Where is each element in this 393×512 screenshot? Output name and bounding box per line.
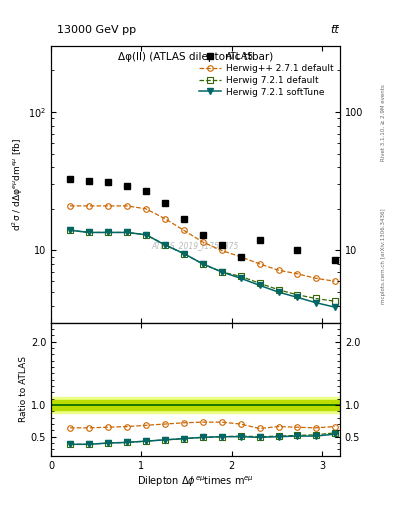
ATLAS (68, 176, 72, 182)
Herwig++ 2.7.1 default (238, 254, 243, 260)
Herwig 7.2.1 softTune (257, 282, 262, 288)
Herwig 7.2.1 softTune (332, 304, 337, 310)
Herwig 7.2.1 default (219, 269, 224, 275)
X-axis label: Dilepton $\Delta\phi^{e\mu}$times m$^{e\mu}$: Dilepton $\Delta\phi^{e\mu}$times m$^{e\… (137, 475, 254, 489)
Herwig++ 2.7.1 default (276, 267, 281, 273)
Herwig 7.2.1 default (313, 295, 318, 302)
ATLAS (200, 231, 205, 238)
Herwig 7.2.1 softTune (86, 229, 91, 236)
Herwig 7.2.1 default (276, 287, 281, 293)
ATLAS (125, 183, 129, 189)
Herwig 7.2.1 softTune (276, 289, 281, 295)
Text: Rivet 3.1.10, ≥ 2.9M events: Rivet 3.1.10, ≥ 2.9M events (381, 84, 386, 161)
Herwig 7.2.1 softTune (313, 300, 318, 306)
Line: Herwig 7.2.1 softTune: Herwig 7.2.1 softTune (67, 227, 337, 310)
Herwig 7.2.1 softTune (182, 250, 186, 257)
Y-axis label: d$^2$σ / dΔφ$^{e\mu}$dm$^{e\mu}$ [fb]: d$^2$σ / dΔφ$^{e\mu}$dm$^{e\mu}$ [fb] (11, 138, 26, 231)
Herwig++ 2.7.1 default (182, 227, 186, 233)
Bar (51, 400, 340, 410)
Y-axis label: Ratio to ATLAS: Ratio to ATLAS (19, 356, 28, 422)
ATLAS (219, 242, 224, 248)
Herwig 7.2.1 default (294, 291, 299, 297)
Herwig 7.2.1 default (125, 229, 129, 236)
Text: Δφ(ll) (ATLAS dileptonic ttbar): Δφ(ll) (ATLAS dileptonic ttbar) (118, 52, 273, 61)
Herwig 7.2.1 softTune (125, 229, 129, 236)
Herwig++ 2.7.1 default (313, 275, 318, 281)
ATLAS (238, 254, 243, 260)
Herwig 7.2.1 default (182, 250, 186, 257)
Herwig 7.2.1 default (86, 229, 91, 236)
Herwig 7.2.1 default (106, 229, 110, 236)
Text: 13000 GeV pp: 13000 GeV pp (57, 25, 136, 35)
Herwig 7.2.1 softTune (106, 229, 110, 236)
Herwig 7.2.1 softTune (143, 231, 148, 238)
ATLAS (162, 200, 167, 206)
ATLAS (294, 247, 299, 253)
Text: tt̅: tt̅ (330, 25, 339, 35)
ATLAS (257, 237, 262, 243)
Herwig++ 2.7.1 default (68, 203, 72, 209)
Herwig++ 2.7.1 default (86, 203, 91, 209)
Herwig++ 2.7.1 default (294, 270, 299, 276)
Line: Herwig 7.2.1 default: Herwig 7.2.1 default (67, 227, 337, 304)
Text: ATLAS_2019_I1759875: ATLAS_2019_I1759875 (152, 241, 239, 250)
Herwig 7.2.1 softTune (68, 227, 72, 233)
Herwig 7.2.1 default (143, 231, 148, 238)
Herwig 7.2.1 softTune (162, 242, 167, 248)
Herwig 7.2.1 default (162, 242, 167, 248)
Herwig++ 2.7.1 default (125, 203, 129, 209)
Herwig++ 2.7.1 default (332, 278, 337, 284)
Herwig 7.2.1 softTune (200, 261, 205, 267)
Herwig 7.2.1 default (200, 261, 205, 267)
Herwig++ 2.7.1 default (106, 203, 110, 209)
Herwig 7.2.1 softTune (294, 294, 299, 300)
Herwig 7.2.1 default (332, 298, 337, 304)
Legend: ATLAS, Herwig++ 2.7.1 default, Herwig 7.2.1 default, Herwig 7.2.1 softTune: ATLAS, Herwig++ 2.7.1 default, Herwig 7.… (197, 51, 336, 98)
Herwig++ 2.7.1 default (219, 247, 224, 253)
Herwig 7.2.1 default (257, 280, 262, 286)
ATLAS (86, 178, 91, 184)
Herwig 7.2.1 default (238, 273, 243, 280)
Herwig 7.2.1 softTune (238, 275, 243, 281)
ATLAS (106, 179, 110, 185)
Herwig++ 2.7.1 default (200, 239, 205, 245)
ATLAS (332, 257, 337, 263)
Line: ATLAS: ATLAS (66, 175, 338, 264)
Text: mcplots.cern.ch [arXiv:1306.3436]: mcplots.cern.ch [arXiv:1306.3436] (381, 208, 386, 304)
ATLAS (143, 188, 148, 194)
Herwig 7.2.1 softTune (219, 269, 224, 275)
Herwig++ 2.7.1 default (143, 206, 148, 212)
ATLAS (182, 216, 186, 222)
Herwig++ 2.7.1 default (162, 216, 167, 222)
Bar (51, 397, 340, 413)
Herwig++ 2.7.1 default (257, 261, 262, 267)
Line: Herwig++ 2.7.1 default: Herwig++ 2.7.1 default (67, 203, 337, 284)
Herwig 7.2.1 default (68, 227, 72, 233)
